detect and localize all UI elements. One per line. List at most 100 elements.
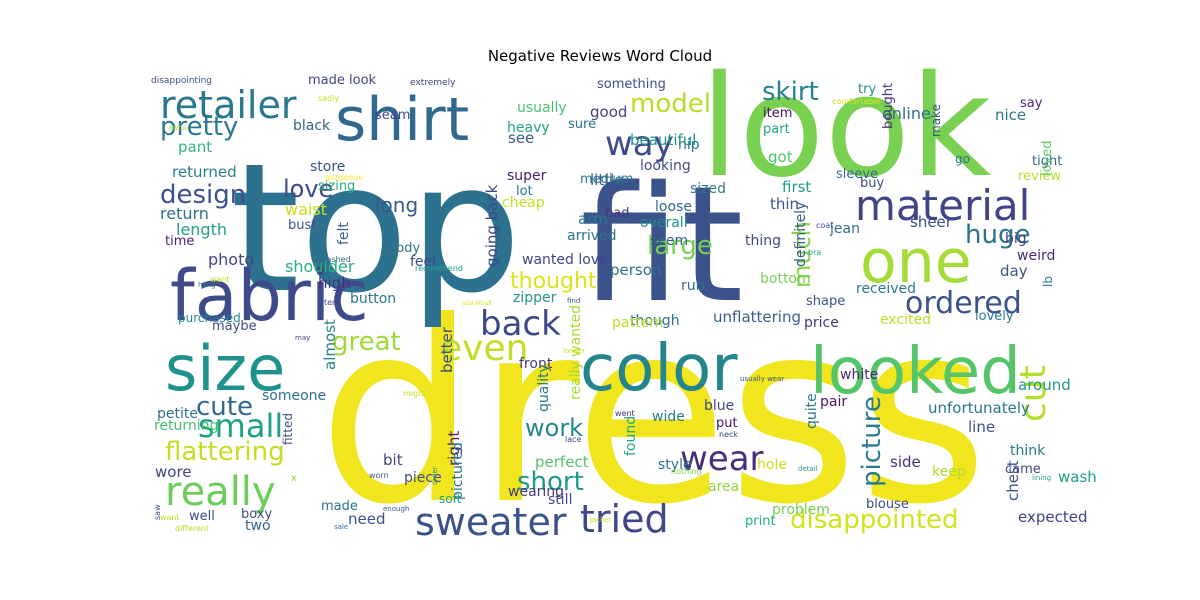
word-cut: cut — [1013, 365, 1054, 422]
word-medium: medium — [580, 172, 633, 187]
word-arm: arm — [578, 210, 608, 228]
word-blouse: blouse — [866, 497, 909, 512]
word-coat: coat — [816, 221, 833, 230]
word-day: day — [1000, 262, 1028, 280]
word-gorgeous: gorgeous — [325, 173, 362, 182]
word-might: might — [403, 389, 426, 398]
word-though: though — [630, 313, 680, 329]
word-high: high — [318, 274, 351, 292]
word-good: good — [590, 103, 627, 121]
word-shoulder: shoulder — [285, 257, 355, 276]
word-detail: detail — [798, 465, 818, 473]
word-long: long — [375, 193, 418, 217]
word-sweater: sweater — [415, 500, 567, 544]
word-feel: feel — [410, 254, 436, 270]
word-go: go — [955, 152, 970, 166]
word-felt: felt — [336, 222, 352, 245]
word-chest: chest — [1004, 460, 1022, 501]
word-purchased: purchased — [178, 311, 241, 325]
word-beautiful: beautiful — [630, 131, 696, 149]
word-fitted: fitted — [281, 413, 295, 445]
word-make: make — [929, 104, 943, 137]
word-button: button — [350, 291, 396, 307]
word-around: around — [1018, 376, 1071, 394]
word-disappointed: disappointed — [790, 505, 959, 535]
word-petite: petite — [157, 406, 198, 422]
word-back: back — [480, 304, 561, 344]
word-want: want — [210, 275, 230, 284]
word-quality: quality — [536, 364, 552, 412]
word-got: got — [768, 148, 793, 166]
word-expected: expected — [1018, 508, 1087, 526]
word-size-small: size small — [462, 300, 492, 307]
word-tight: tight — [1032, 154, 1062, 169]
word-came: came — [1005, 462, 1041, 477]
word-waist: waist — [285, 200, 327, 219]
word-perfect: perfect — [535, 453, 589, 471]
word-weird: weird — [1017, 248, 1055, 264]
word-loose: loose — [655, 199, 692, 215]
word-top: top — [230, 125, 522, 332]
word-print: print — [745, 514, 776, 529]
word-run: run — [681, 278, 705, 294]
word-sure: sure — [568, 117, 596, 132]
word-material: material — [855, 181, 1030, 230]
word-person: person — [610, 261, 661, 279]
word-one: one — [860, 227, 972, 297]
word-really-wanted: really wanted — [568, 305, 584, 400]
word-style: style — [658, 457, 692, 473]
word-arrived: arrived — [567, 228, 617, 244]
word-bit: bit — [383, 451, 403, 469]
word-look: look — [700, 46, 991, 209]
word-super: super — [507, 168, 547, 184]
word-find: find — [567, 297, 580, 305]
word-bad: bad — [605, 206, 629, 221]
word-hang: hang — [198, 281, 216, 289]
word-sale: sale — [334, 523, 348, 531]
word-nice: nice — [995, 106, 1026, 124]
word-bottom: bottom — [760, 271, 811, 287]
word-tent: tent — [324, 298, 340, 307]
word-pretty: pretty — [160, 112, 238, 142]
word-design: design — [160, 180, 246, 210]
word-right: right — [445, 431, 463, 466]
word-side: side — [890, 453, 921, 471]
word-lot: lot — [516, 184, 533, 199]
word-excited: excited — [880, 312, 931, 328]
word-problem: problem — [772, 502, 830, 518]
word-small: small — [198, 407, 283, 445]
word-want: want — [160, 513, 180, 522]
word-slip: slip — [483, 276, 496, 284]
word-returning: returning — [154, 418, 218, 434]
word-bra: bra — [808, 248, 821, 257]
word-bought: bought — [881, 83, 896, 129]
word-fit: fit — [580, 151, 744, 338]
word-flattering: flattering — [165, 437, 285, 467]
word-little: little — [590, 171, 624, 189]
word-disappointing: disappointing — [151, 76, 212, 86]
word-different: different — [175, 524, 209, 533]
word-loved: loved — [1040, 140, 1055, 176]
word-part: part — [763, 122, 790, 137]
word-time: time — [165, 234, 194, 249]
word-retailer: retailer — [160, 83, 297, 127]
word-really: really — [165, 469, 276, 515]
word-saw: saw — [153, 504, 162, 520]
word-nothing: nothing — [671, 467, 702, 476]
word-recommend: recommend — [415, 264, 463, 273]
word-say: say — [1020, 96, 1043, 111]
word-picture: picture — [857, 396, 887, 487]
word-pant: pant — [178, 138, 212, 156]
word-enough: enough — [383, 505, 409, 513]
word-pair: pair — [820, 394, 847, 410]
word-well: well — [189, 509, 215, 524]
word-big: big — [1005, 231, 1027, 247]
word-cute: cute — [196, 392, 253, 422]
word-way: way — [605, 124, 674, 164]
word-pattern: pattern — [612, 315, 663, 331]
word-boxy: boxy — [241, 507, 272, 522]
word-may: may — [295, 334, 310, 342]
word-online: online — [882, 104, 931, 123]
word-fabric: fabric — [170, 255, 369, 337]
word-return: return — [160, 204, 209, 223]
